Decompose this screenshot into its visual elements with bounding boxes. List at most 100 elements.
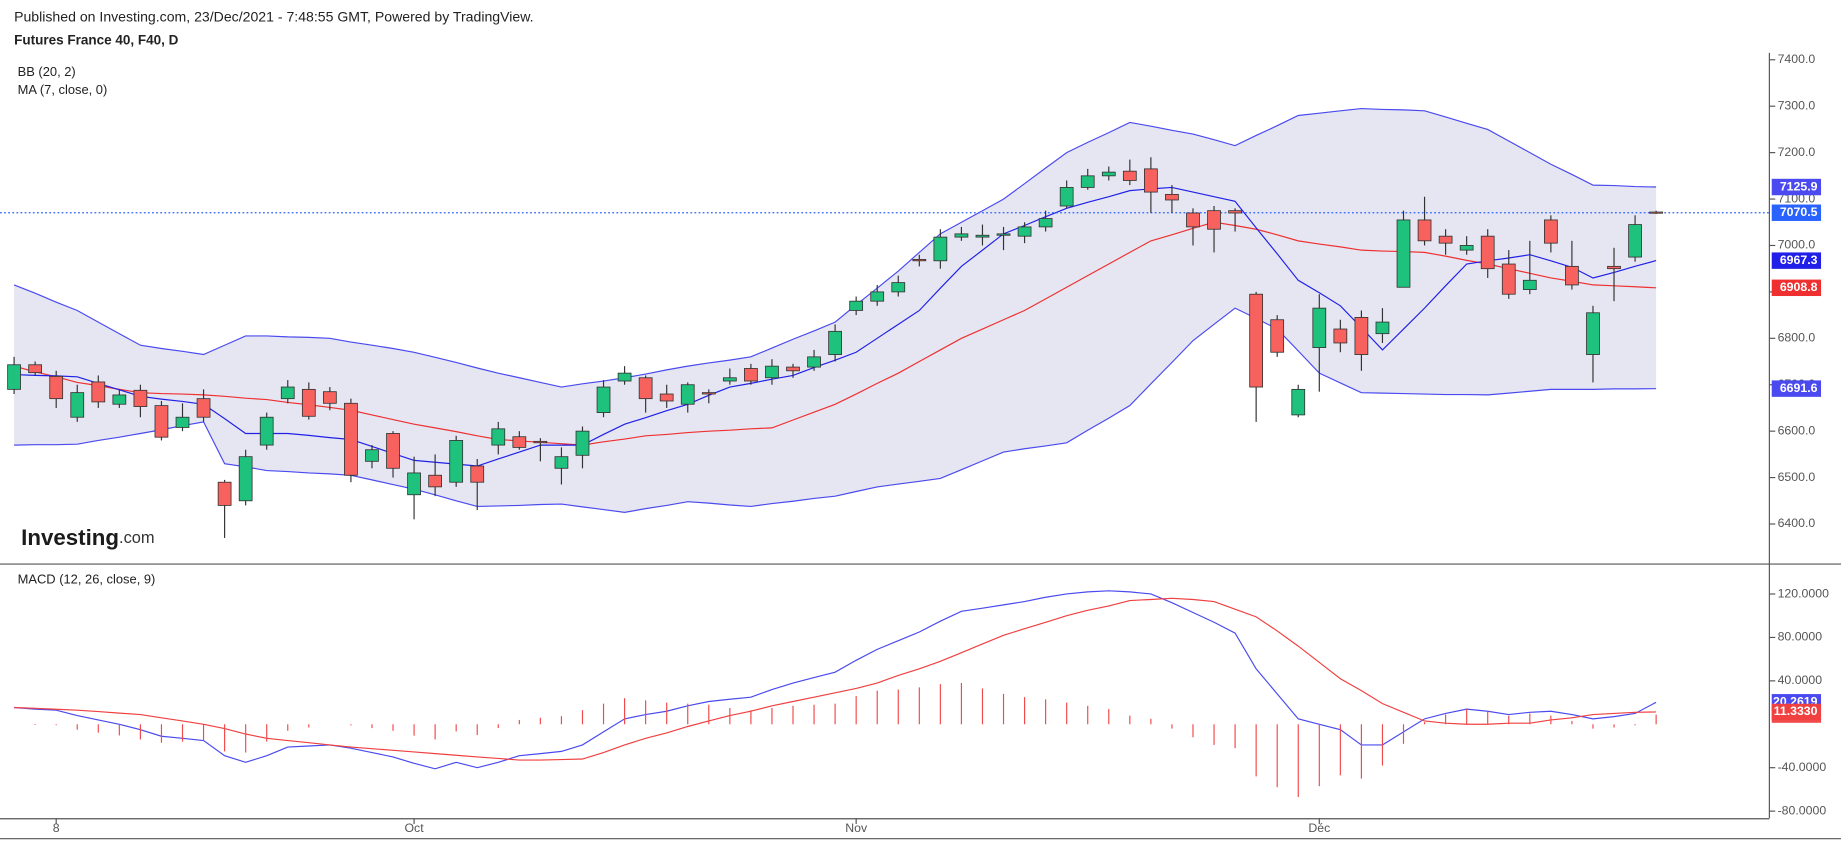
y-tick-label: 80.0000 (1778, 630, 1823, 644)
candle-body (638, 377, 653, 400)
value-label: 6908.8 (1780, 280, 1818, 294)
candle-body (828, 330, 842, 355)
candle-body (849, 300, 864, 311)
candle-body (1649, 211, 1663, 214)
y-tick-label: -80.0000 (1778, 803, 1827, 817)
candle-body (533, 440, 548, 444)
candle-body (744, 368, 758, 382)
macd-line (14, 597, 1657, 761)
candle-body (1522, 279, 1537, 290)
candle-body (891, 282, 906, 293)
y-tick-label: 40.0000 (1778, 673, 1823, 687)
candle-body (1333, 328, 1348, 344)
y-tick-label: 7000.0 (1778, 238, 1816, 252)
candle-body (1101, 171, 1116, 177)
value-label: 7070.5 (1780, 205, 1818, 219)
candle-body (1017, 226, 1032, 237)
candle-body (344, 402, 358, 476)
band-layer (14, 108, 1657, 513)
candle-body (1228, 210, 1242, 214)
candle-body (1543, 219, 1558, 244)
macd-title: MACD (12, 26, close, 9) (18, 571, 156, 586)
value-label: 11.3330 (1774, 704, 1818, 718)
candle-body (1586, 312, 1600, 355)
candle-body (7, 364, 21, 390)
candle-body (428, 474, 442, 488)
candle-body (365, 449, 379, 462)
candle-body (133, 389, 148, 407)
candle-body (1059, 187, 1074, 207)
candle-body (1270, 319, 1285, 353)
candle-body (449, 440, 464, 483)
value-box (1771, 279, 1822, 297)
indicator-line (14, 307, 1657, 513)
value-box (1771, 380, 1822, 397)
candle-body (470, 465, 485, 483)
candle-body (491, 428, 506, 446)
candle-body (1375, 321, 1390, 335)
candle-body (1607, 265, 1621, 270)
value-box (1771, 252, 1822, 269)
candle-body (196, 398, 211, 418)
candle-body (1438, 235, 1453, 244)
candle-body (1312, 307, 1327, 349)
candle-body (1080, 175, 1095, 188)
y-tick-label: 6600.0 (1778, 423, 1816, 437)
candle-body (238, 456, 253, 502)
candle-body (175, 416, 190, 428)
candle-body (407, 472, 421, 496)
value-label: 6691.6 (1780, 381, 1818, 395)
candle-body (575, 430, 590, 456)
candle-body (1207, 210, 1221, 230)
published-note: Published on Investing.com, 23/Dec/2021 … (14, 8, 533, 24)
candle-body (1122, 170, 1137, 181)
value-box (1771, 703, 1822, 721)
candle-body (217, 481, 232, 506)
candle-body (1396, 219, 1411, 288)
value-label: 6967.3 (1780, 253, 1818, 267)
candle-body (680, 384, 695, 405)
candle-body (1565, 265, 1579, 286)
x-tick-label: 8 (53, 821, 60, 835)
logo-suffix: .com (119, 529, 155, 547)
candle-body (49, 375, 64, 400)
value-box (1771, 204, 1822, 221)
candle-body (280, 386, 295, 400)
candle-body (28, 364, 43, 374)
candle-body (322, 391, 337, 404)
y-tick-label: 7400.0 (1778, 52, 1816, 66)
candle-body (1459, 245, 1474, 251)
indicator-label: BB (20, 2) (18, 64, 76, 79)
candle-body (91, 381, 106, 403)
candle-body (596, 386, 611, 413)
candle-body (1354, 317, 1369, 355)
candle-body (870, 291, 885, 302)
logo: Investing.com (21, 525, 154, 550)
candle-body (154, 405, 169, 438)
candle-body (975, 234, 990, 238)
y-tick-label: 6400.0 (1778, 516, 1816, 530)
value-box (1771, 178, 1822, 196)
candle-body (386, 433, 400, 469)
candle-body (259, 416, 274, 446)
candle-body (786, 366, 800, 372)
band-fill (14, 108, 1657, 513)
y-tick-label: 7300.0 (1778, 98, 1816, 112)
candle-body (512, 436, 527, 448)
indicator-label: MA (7, close, 0) (18, 82, 108, 97)
candle-body (701, 392, 716, 395)
candle-body (933, 236, 948, 262)
candle-body (1501, 263, 1516, 295)
candle-body (70, 392, 85, 418)
y-tick-label: 7200.0 (1778, 145, 1816, 159)
y-tick-label: 120.0000 (1778, 586, 1830, 600)
candle-body (912, 258, 927, 262)
indicator-line (13, 107, 1657, 388)
y-tick-label: 6800.0 (1778, 331, 1816, 345)
x-tick-label: Déc (1308, 821, 1330, 835)
y-tick-label: -40.0000 (1778, 760, 1827, 774)
candle-body (1628, 224, 1642, 258)
candle-body (1144, 168, 1158, 193)
